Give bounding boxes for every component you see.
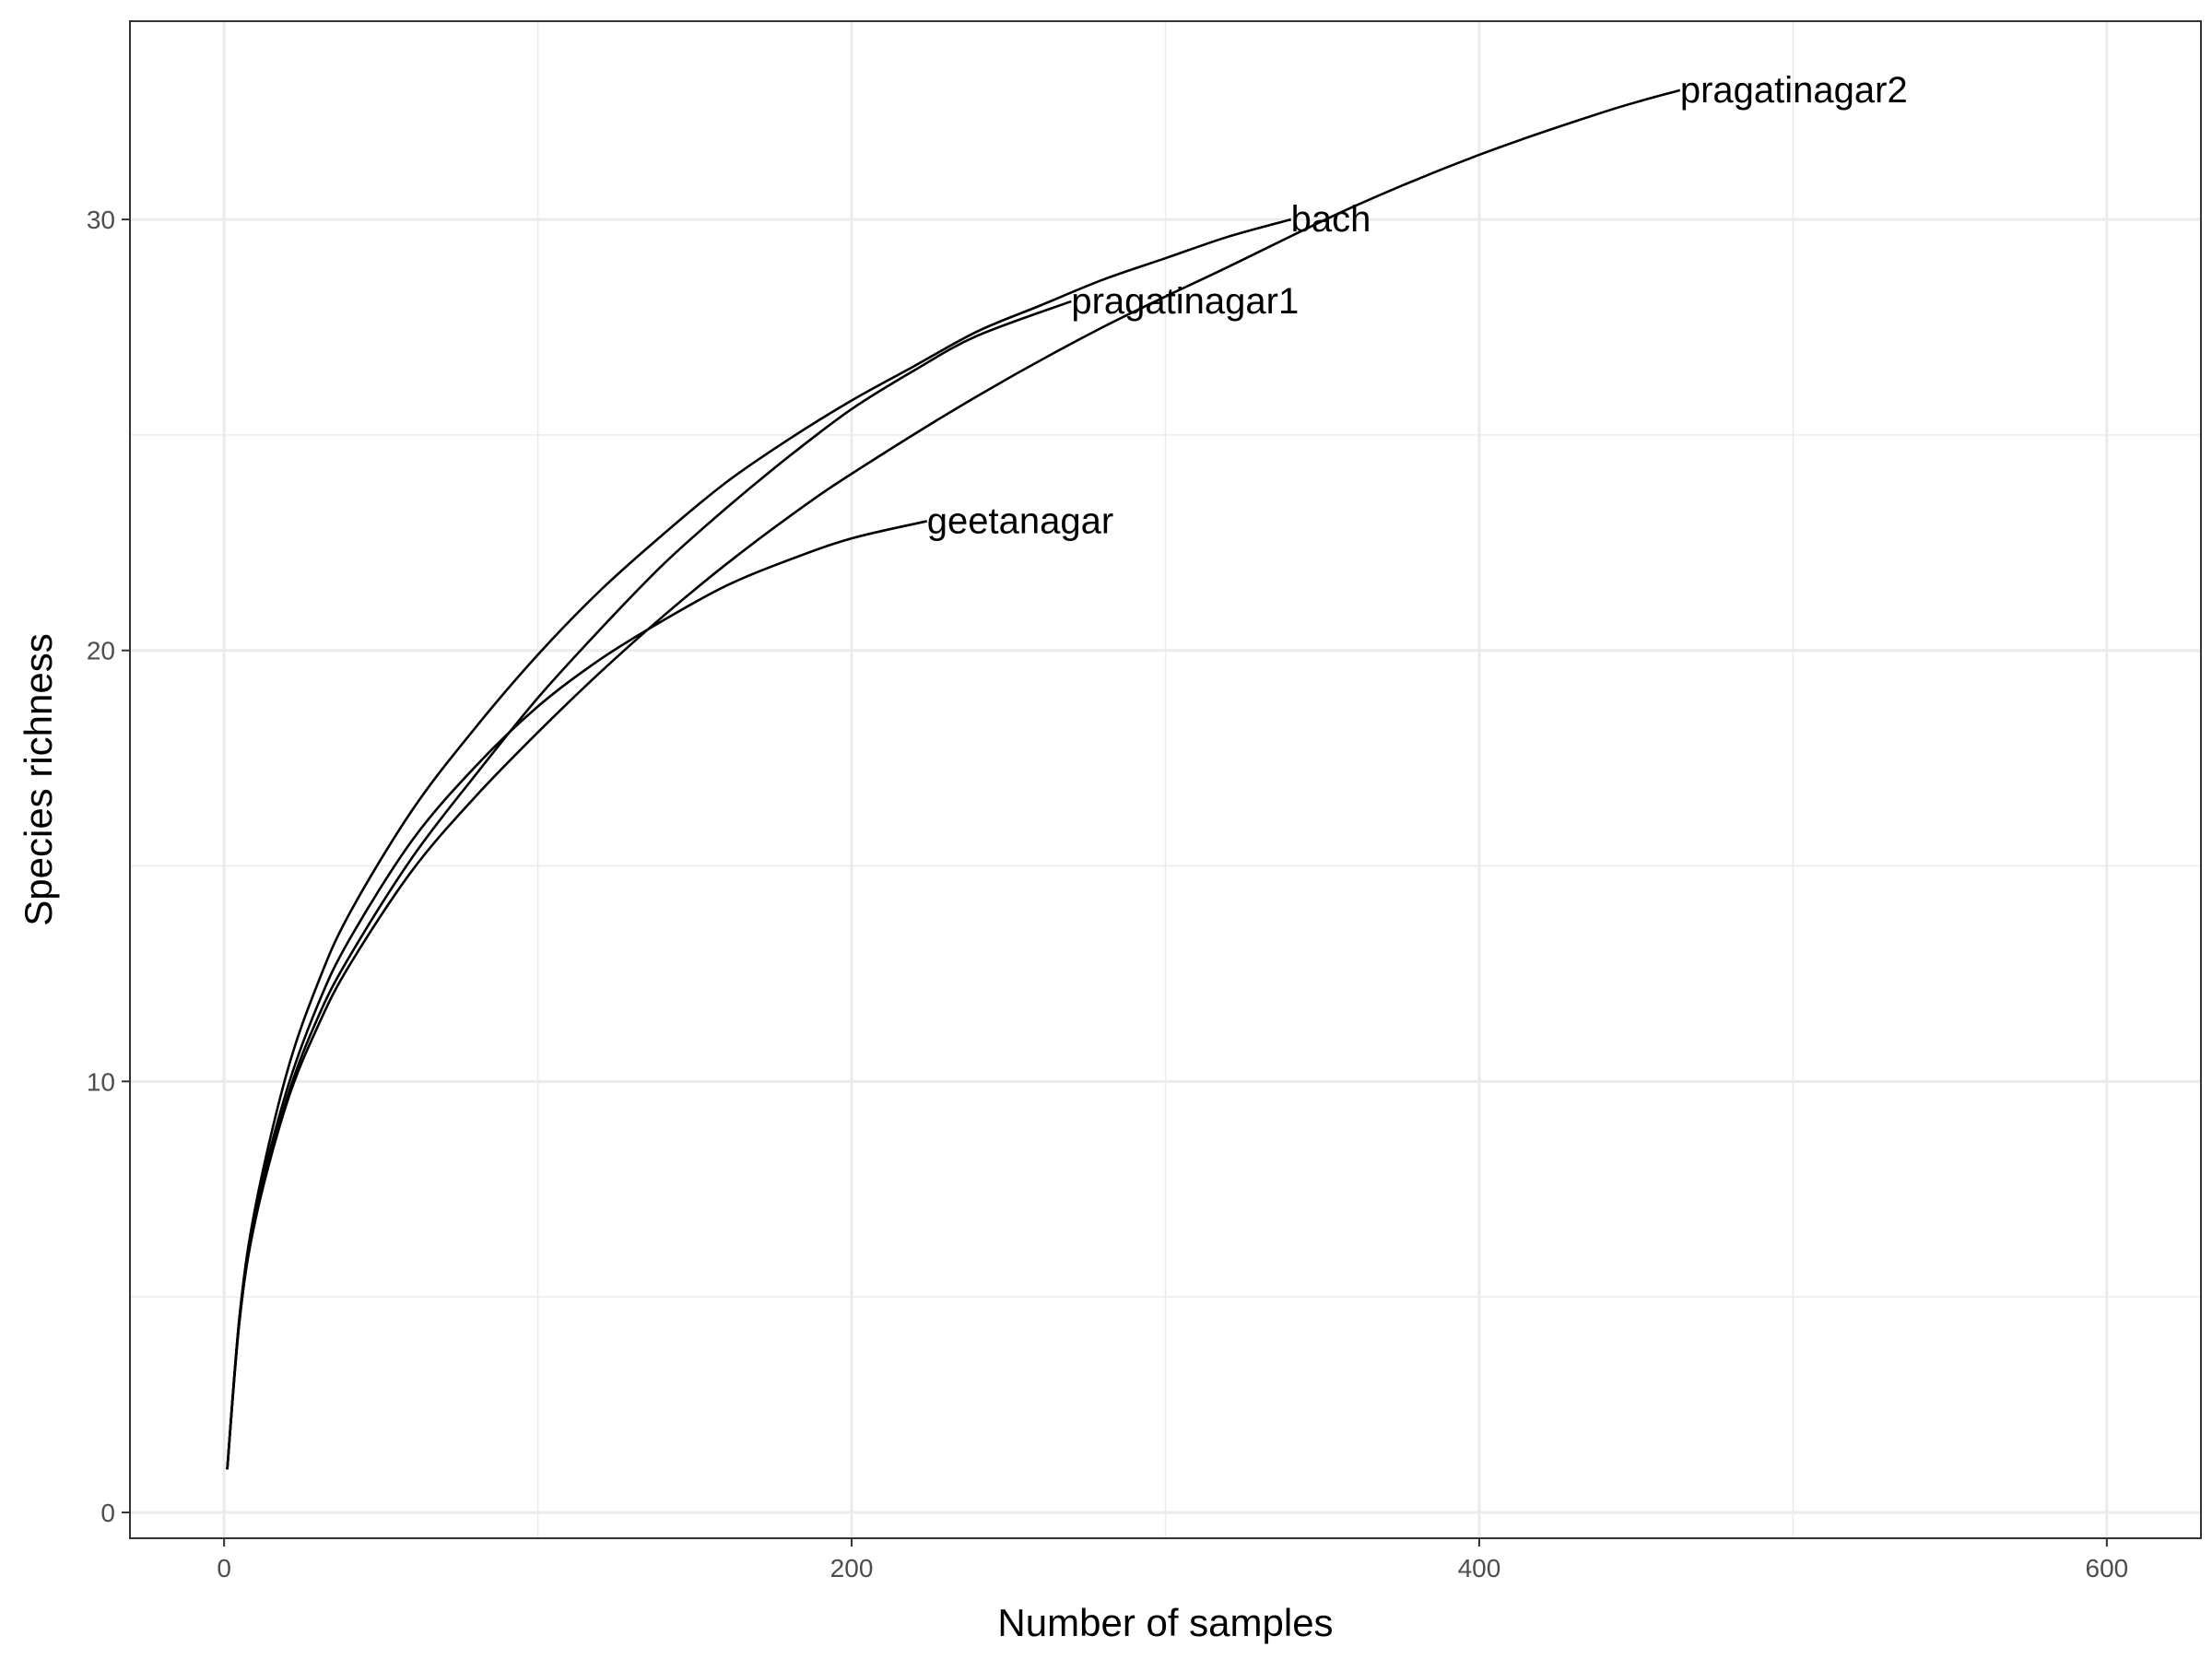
x-tick-label: 400 — [1458, 1554, 1501, 1583]
series-line-bach — [226, 218, 1292, 1470]
y-tick-label: 10 — [87, 1067, 115, 1096]
y-tick-label: 20 — [87, 637, 115, 665]
x-tick-label: 600 — [2086, 1554, 2129, 1583]
y-tick-label: 30 — [87, 206, 115, 234]
series-label-geetanagar: geetanagar — [927, 500, 1113, 541]
series-label-pragatinagar1: pragatinagar1 — [1071, 281, 1299, 322]
major-gridlines — [130, 21, 2201, 1538]
minor-gridlines — [130, 21, 2201, 1538]
series-labels: geetanagar pragatinagar1 bach pragatinagar2 — [927, 70, 1908, 542]
series-label-bach: bach — [1291, 199, 1371, 240]
x-tick-label: 0 — [217, 1554, 231, 1583]
series-line-pragatinagar2 — [226, 88, 1681, 1470]
y-tick-label: 0 — [100, 1499, 115, 1527]
series-label-pragatinagar2: pragatinagar2 — [1680, 70, 1908, 111]
y-axis-title: Species richness — [17, 633, 60, 925]
x-tick-label: 200 — [830, 1554, 874, 1583]
y-axis-ticks: 0 10 20 30 — [87, 206, 130, 1527]
x-axis-title: Number of samples — [997, 1601, 1333, 1644]
series-lines — [226, 88, 1681, 1470]
x-axis-ticks: 0 200 400 600 — [217, 1538, 2128, 1583]
panel-border — [129, 20, 2202, 1539]
